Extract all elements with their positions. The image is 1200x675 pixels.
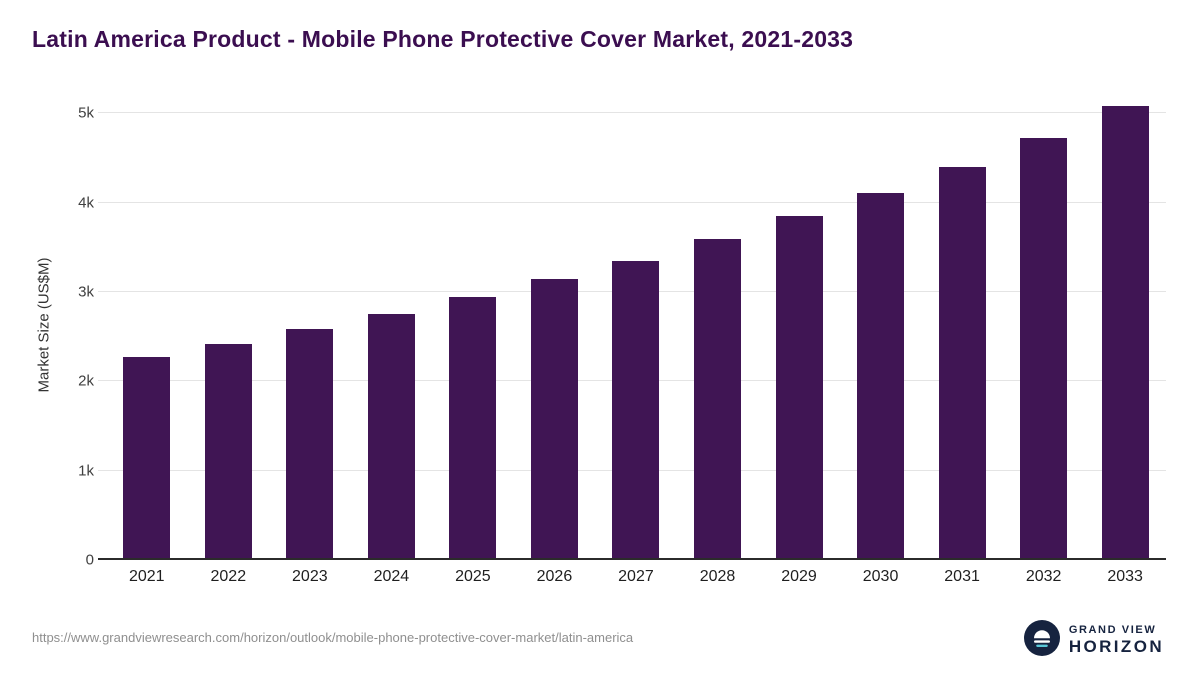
- x-tick-label-2028: 2028: [699, 568, 736, 585]
- x-tick-label-2021: 2021: [128, 568, 165, 585]
- x-axis-baseline: [98, 558, 1166, 560]
- y-tick-label-0: 0: [85, 551, 94, 569]
- bar-2026: [530, 279, 578, 560]
- bar-slot-2023: [269, 90, 351, 560]
- bar-2027: [612, 260, 660, 560]
- x-tick-label-2022: 2022: [210, 568, 247, 585]
- bar-slot-2024: [351, 90, 433, 560]
- bar-2031: [938, 166, 986, 560]
- x-axis: 2021 2022 2023 2024 2025 2026 2027 2028 2029 2030…: [106, 568, 1166, 586]
- y-tick-label-5k: 5k: [78, 104, 94, 122]
- plot-area: [98, 90, 1166, 560]
- bar-2024: [367, 314, 415, 560]
- bar-2023: [286, 329, 334, 560]
- bar-slot-2021: [106, 90, 188, 560]
- bar-2033: [1101, 106, 1149, 560]
- bar-2025: [449, 297, 497, 560]
- bar-slot-2032: [1003, 90, 1085, 560]
- bar-2028: [693, 239, 741, 560]
- x-tick-label-2029: 2029: [781, 568, 817, 585]
- bar-2022: [204, 343, 252, 560]
- x-tick-label-2025: 2025: [455, 568, 491, 585]
- bar-slot-2031: [921, 90, 1003, 560]
- gridline-5k: [98, 112, 1166, 114]
- bar-slot-2029: [758, 90, 840, 560]
- bar-2021: [123, 357, 171, 560]
- brand-name-top: GRAND VIEW: [1068, 624, 1157, 636]
- y-tick-label-1k: 1k: [78, 462, 94, 480]
- y-tick-label-3k: 3k: [78, 283, 94, 301]
- y-axis: 0 1k 2k 3k 4k 5k: [56, 90, 94, 569]
- brand-logo: GRAND VIEW HORIZON: [1023, 620, 1164, 661]
- bar-slot-2022: [188, 90, 270, 560]
- bar-slot-2026: [514, 90, 596, 560]
- x-tick-label-2023: 2023: [292, 568, 328, 585]
- gridline-4k: [98, 201, 1166, 203]
- x-tick-label-2030: 2030: [862, 568, 899, 585]
- bar-slot-2030: [840, 90, 922, 560]
- x-tick-label-2032: 2032: [1025, 568, 1062, 585]
- y-tick-label-2k: 2k: [78, 372, 94, 390]
- x-tick-label-2033: 2033: [1107, 568, 1143, 585]
- x-tick-label-2027: 2027: [618, 568, 654, 585]
- bar-slot-2027: [595, 90, 677, 560]
- source-url: https://www.grandviewresearch.com/horizo…: [32, 630, 634, 645]
- bar-slot-2028: [677, 90, 759, 560]
- bar-slot-2025: [432, 90, 514, 560]
- x-tick-label-2031: 2031: [944, 568, 980, 585]
- y-tick-label-4k: 4k: [78, 194, 94, 212]
- bar-2029: [775, 216, 823, 560]
- chart-title: Latin America Product - Mobile Phone Pro…: [32, 26, 854, 52]
- horizon-sun-icon: [1023, 620, 1060, 661]
- bar-slot-2033: [1084, 90, 1166, 560]
- bar-2032: [1020, 138, 1068, 560]
- brand-logo-text: GRAND VIEW HORIZON: [1069, 624, 1164, 657]
- bars-container: [106, 90, 1166, 560]
- x-tick-label-2024: 2024: [373, 568, 410, 585]
- y-axis-label: Market Size (US$M): [35, 257, 53, 393]
- bar-2030: [857, 192, 905, 560]
- brand-name-bottom: HORIZON: [1068, 637, 1164, 656]
- x-tick-label-2026: 2026: [536, 568, 573, 585]
